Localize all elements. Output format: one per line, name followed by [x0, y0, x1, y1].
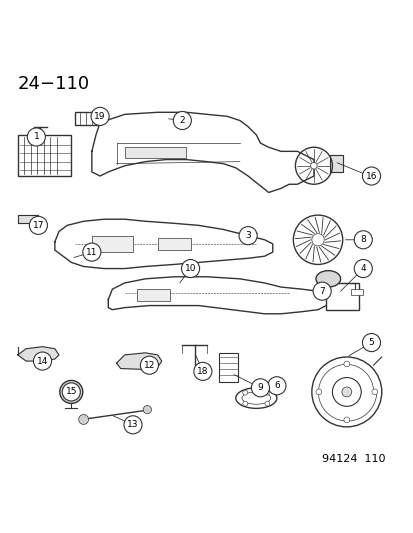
Text: 19: 19: [94, 112, 106, 121]
Text: 16: 16: [365, 172, 376, 181]
Polygon shape: [18, 215, 38, 223]
Circle shape: [341, 387, 351, 397]
Circle shape: [173, 111, 191, 130]
Text: 17: 17: [33, 221, 44, 230]
Text: 3: 3: [244, 231, 250, 240]
Circle shape: [140, 356, 158, 374]
Text: 14: 14: [37, 357, 48, 366]
Circle shape: [315, 389, 321, 395]
Text: 18: 18: [197, 367, 208, 376]
Circle shape: [33, 352, 52, 370]
Circle shape: [264, 390, 269, 395]
FancyBboxPatch shape: [350, 289, 362, 295]
Circle shape: [91, 107, 109, 125]
Text: 15: 15: [65, 387, 77, 397]
Polygon shape: [55, 219, 272, 269]
Polygon shape: [18, 346, 59, 361]
Circle shape: [27, 128, 45, 146]
Text: 9: 9: [257, 383, 263, 392]
Circle shape: [238, 227, 256, 245]
FancyBboxPatch shape: [124, 147, 186, 158]
Text: 12: 12: [143, 361, 155, 370]
Circle shape: [264, 401, 269, 406]
FancyBboxPatch shape: [18, 135, 71, 176]
Circle shape: [62, 383, 80, 401]
Circle shape: [361, 167, 380, 185]
FancyBboxPatch shape: [157, 238, 190, 250]
Circle shape: [59, 381, 83, 403]
Text: 94124  110: 94124 110: [321, 454, 385, 464]
Text: 10: 10: [184, 264, 196, 273]
Text: 7: 7: [318, 287, 324, 296]
Circle shape: [242, 401, 247, 406]
Circle shape: [354, 231, 371, 249]
Polygon shape: [116, 353, 161, 369]
Ellipse shape: [315, 271, 340, 287]
Text: 8: 8: [360, 235, 365, 244]
Text: 24−110: 24−110: [18, 75, 90, 93]
Circle shape: [361, 334, 380, 352]
Circle shape: [371, 389, 377, 395]
Text: 4: 4: [360, 264, 365, 273]
Circle shape: [83, 243, 101, 261]
Circle shape: [311, 233, 323, 246]
Text: 5: 5: [368, 338, 373, 347]
Text: 1: 1: [33, 133, 39, 141]
FancyBboxPatch shape: [219, 353, 237, 382]
FancyBboxPatch shape: [75, 112, 98, 125]
Circle shape: [354, 260, 371, 278]
Circle shape: [193, 362, 211, 381]
Circle shape: [343, 417, 349, 423]
Text: 13: 13: [127, 421, 138, 429]
Circle shape: [29, 216, 47, 235]
Circle shape: [267, 377, 285, 395]
Polygon shape: [330, 156, 342, 172]
Circle shape: [181, 260, 199, 278]
FancyBboxPatch shape: [137, 289, 170, 302]
Circle shape: [242, 390, 247, 395]
Polygon shape: [108, 277, 330, 314]
Text: 11: 11: [86, 248, 97, 256]
FancyBboxPatch shape: [92, 236, 133, 252]
Text: 6: 6: [273, 381, 279, 390]
FancyBboxPatch shape: [325, 283, 358, 310]
Text: 2: 2: [179, 116, 185, 125]
Circle shape: [343, 361, 349, 367]
Circle shape: [78, 415, 88, 424]
Circle shape: [143, 406, 151, 414]
Circle shape: [251, 379, 269, 397]
Circle shape: [310, 163, 316, 169]
Polygon shape: [92, 112, 313, 192]
Circle shape: [312, 282, 330, 300]
Circle shape: [123, 416, 142, 434]
